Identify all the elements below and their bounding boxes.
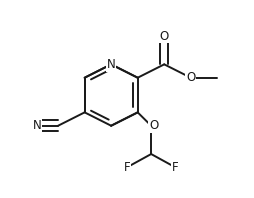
Text: O: O [160,30,169,43]
Text: O: O [149,119,158,132]
Text: F: F [124,161,130,174]
Text: N: N [107,58,116,71]
Text: O: O [186,71,195,84]
Text: F: F [172,161,179,174]
Text: N: N [33,119,41,132]
